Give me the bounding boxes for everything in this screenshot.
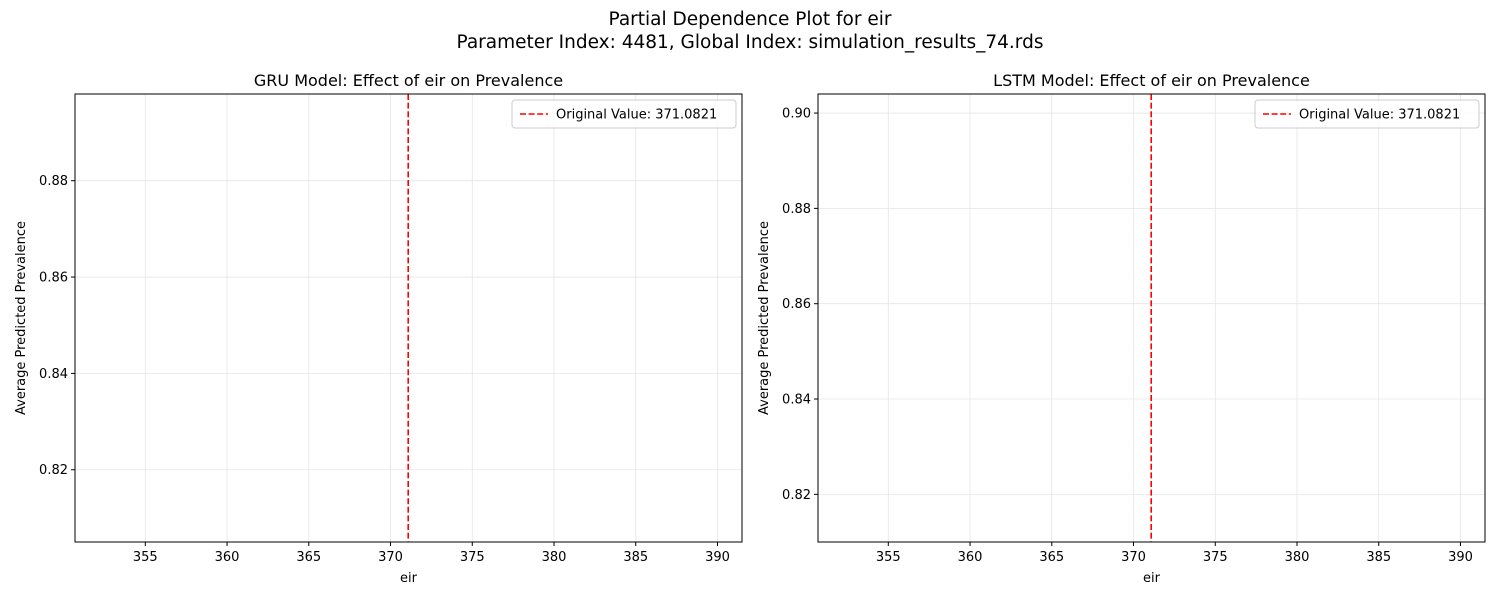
panel-2-x-tick-label: 375 [1203,550,1228,565]
panel-1-x-tick-label: 380 [542,550,567,565]
figure-title-line-2: Parameter Index: 4481, Global Index: sim… [456,32,1044,53]
panel-2-x-tick-label: 360 [958,550,983,565]
panel-2-legend-label: Original Value: 371.0821 [1299,108,1460,123]
panel-2-y-tick-label: 0.88 [782,202,811,217]
panel-2-y-axis-label: Average Predicted Prevalence [757,221,772,415]
panel-1-legend-label: Original Value: 371.0821 [556,108,717,123]
panel-2-x-tick-label: 355 [876,550,901,565]
panel-1-y-axis-label: Average Predicted Prevalence [14,221,29,415]
panel-2-y-tick-label: 0.82 [782,488,811,503]
panel-1-y-tick-label: 0.86 [39,271,68,286]
panel-2-legend-box [1254,99,1480,129]
panel-2-y-tick-label: 0.90 [782,107,811,122]
panel-1-x-tick-label: 390 [705,550,730,565]
panel-2-x-tick-label: 365 [1039,550,1064,565]
panel-2-x-tick-label: 390 [1448,550,1473,565]
panel-1-x-tick-label: 375 [460,550,485,565]
panel-2-title: LSTM Model: Effect of eir on Prevalence [993,71,1310,90]
panel-1-x-axis-label: eir [400,571,418,586]
panel-1-x-tick-label: 355 [133,550,158,565]
panel-1-y-tick-label: 0.84 [39,367,68,382]
panel-2-axes-frame [817,93,1486,543]
panel-1-legend-box [511,99,737,129]
panel-2-legend: Original Value: 371.0821 [1254,99,1480,129]
panel-2-x-tick-label: 385 [1366,550,1391,565]
figure-title-line-1: Partial Dependence Plot for eir [608,9,892,30]
panel-2-x-tick-label: 380 [1285,550,1310,565]
panel-1-y-tick-label: 0.88 [39,174,68,189]
panel-1-plot: 355 360 365 370 375 380 385 390 0.82 0.84 0.86 0.88… [14,71,743,586]
panel-2-x-axis-label: eir [1143,571,1161,586]
panel-2-y-tick-label: 0.86 [782,297,811,312]
panel-1-x-tick-label: 360 [215,550,240,565]
panel-1-x-tick-label: 365 [296,550,321,565]
panel-1-x-tick-label: 385 [623,550,648,565]
panel-2-x-tick-label: 370 [1121,550,1146,565]
panel-1-title: GRU Model: Effect of eir on Prevalence [254,71,563,90]
panel-1-legend: Original Value: 371.0821 [511,99,737,129]
panel-1-y-tick-label: 0.82 [39,463,68,478]
panel-2-plot: 355 360 365 370 375 380 385 390 0.82 0.84 0.86 0.88… [757,71,1486,586]
panel-1-axes-frame [74,93,743,543]
panel-1-x-tick-label: 370 [378,550,403,565]
panel-2-y-tick-label: 0.84 [782,393,811,408]
